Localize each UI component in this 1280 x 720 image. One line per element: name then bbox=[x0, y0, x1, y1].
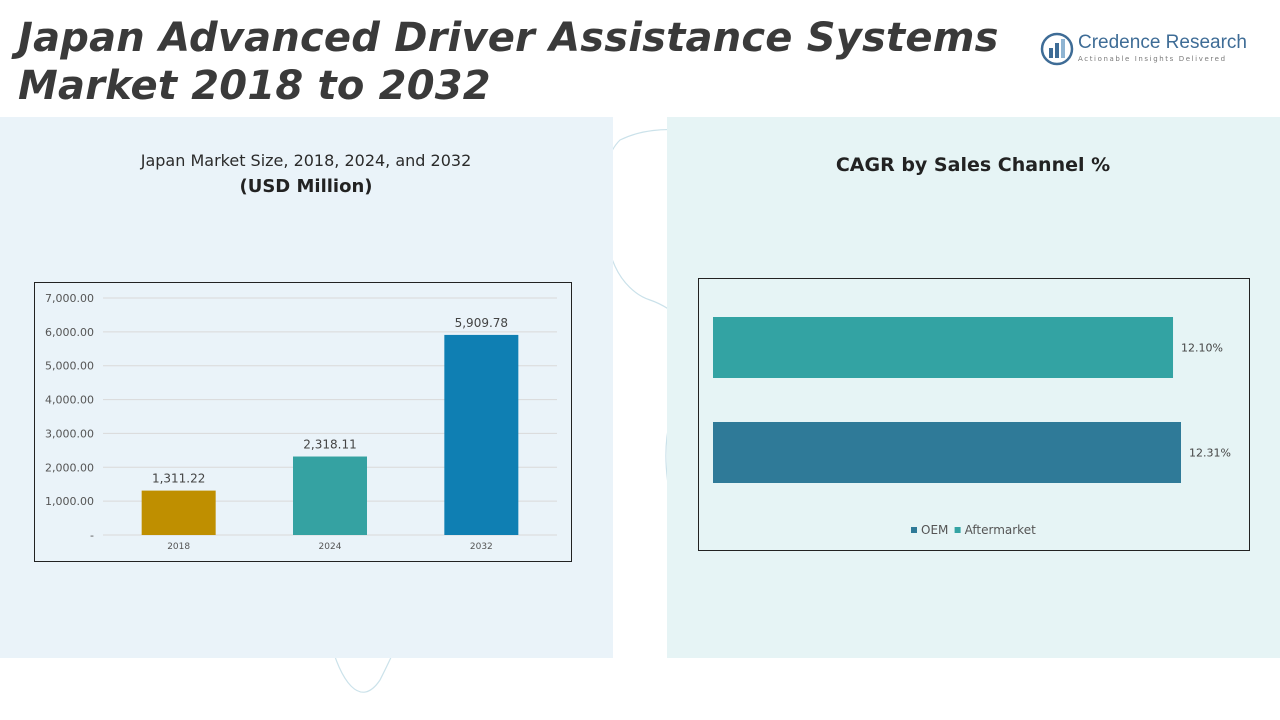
bar-2018 bbox=[141, 490, 216, 535]
credence-research-logo: Credence Research Actionable Insights De… bbox=[1040, 30, 1260, 70]
page-title-line2: Market 2018 to 2032 bbox=[18, 63, 491, 109]
legend-swatch-oem bbox=[911, 527, 917, 533]
cagr-chart: 12.10% 12.31% OEM Aftermarket bbox=[698, 278, 1250, 551]
market-size-chart-subtitle: (USD Million) bbox=[239, 176, 373, 197]
y-tick-label: 6,000.00 bbox=[45, 326, 94, 339]
page-title-line1: Japan Advanced Driver Assistance Systems bbox=[18, 15, 999, 61]
bar-oem bbox=[713, 422, 1181, 483]
bar-value-label: 2,318.11 bbox=[303, 438, 356, 452]
logo-name: Credence Research bbox=[1078, 32, 1247, 53]
page-title: Japan Advanced Driver Assistance Systems… bbox=[18, 14, 999, 110]
bar-2032 bbox=[444, 334, 519, 535]
x-tick-label: 2024 bbox=[319, 542, 342, 552]
right-panel bbox=[667, 117, 1280, 658]
market-size-chart: - 1,000.00 2,000.00 3,000.00 4,000.00 5,000.0… bbox=[34, 282, 572, 562]
bar-value-label: 5,909.78 bbox=[455, 316, 508, 330]
y-tick-label: 3,000.00 bbox=[45, 427, 94, 440]
y-tick-label: 1,000.00 bbox=[45, 495, 94, 508]
y-tick-label: 2,000.00 bbox=[45, 461, 94, 474]
y-tick-label: - bbox=[90, 529, 94, 542]
bar-value-label: 12.31% bbox=[1189, 447, 1231, 460]
bar-value-label: 1,311.22 bbox=[152, 472, 205, 486]
market-size-chart-title: Japan Market Size, 2018, 2024, and 2032 bbox=[140, 151, 472, 170]
bar-chart-logo-icon bbox=[1040, 32, 1074, 66]
market-size-chart-svg: - 1,000.00 2,000.00 3,000.00 4,000.00 5,000.0… bbox=[45, 292, 557, 552]
bar-aftermarket bbox=[713, 317, 1174, 378]
bar-2024 bbox=[293, 456, 367, 535]
logo-tagline: Actionable Insights Delivered bbox=[1078, 55, 1227, 63]
cagr-chart-svg: 12.10% 12.31% OEM Aftermarket bbox=[713, 317, 1231, 537]
bar-value-label: 12.10% bbox=[1181, 342, 1223, 355]
y-tick-label: 7,000.00 bbox=[45, 292, 94, 305]
x-tick-label: 2032 bbox=[470, 542, 493, 552]
legend-label-aftermarket: Aftermarket bbox=[965, 523, 1036, 537]
legend-swatch-aftermarket bbox=[954, 527, 961, 533]
y-tick-label: 4,000.00 bbox=[45, 394, 94, 407]
y-tick-label: 5,000.00 bbox=[45, 360, 94, 373]
x-tick-label: 2018 bbox=[167, 542, 190, 552]
legend-label-oem: OEM bbox=[921, 523, 948, 537]
cagr-chart-title: CAGR by Sales Channel % bbox=[835, 154, 1111, 176]
